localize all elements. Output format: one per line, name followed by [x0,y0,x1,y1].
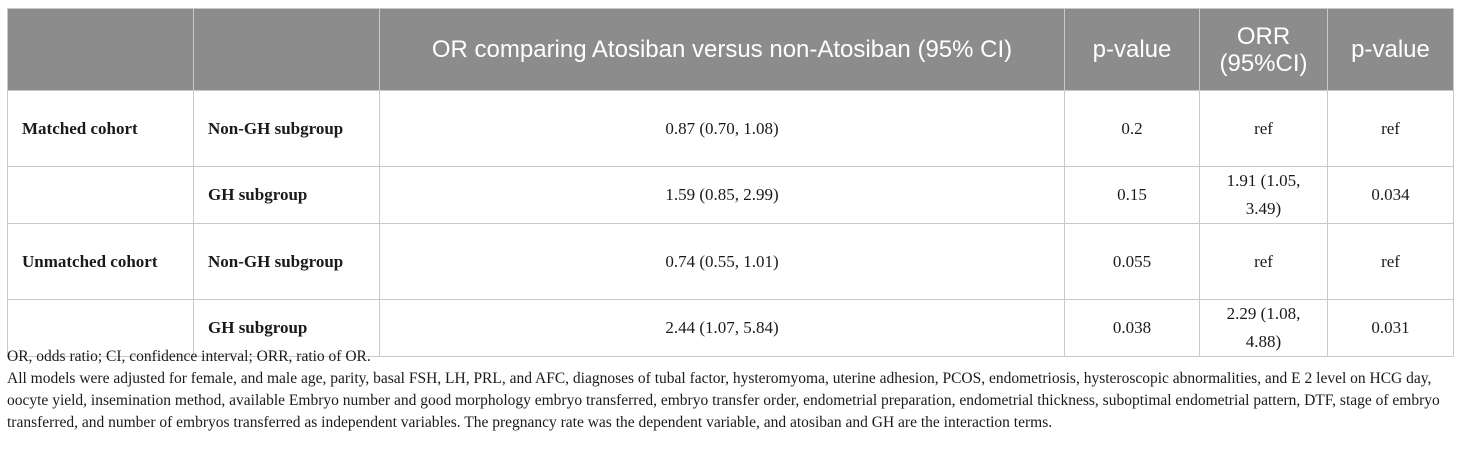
or-cell: 0.74 (0.55, 1.01) [379,223,1065,300]
orr-cell: ref [1199,90,1328,167]
p-value-cell: 0.055 [1064,223,1200,300]
header-subgroup [193,8,380,91]
results-table: OR comparing Atosiban versus non-Atosiba… [7,8,1454,357]
table-footnotes: OR, odds ratio; CI, confidence interval;… [7,346,1453,434]
p-value-cell: 0.034 [1327,166,1454,224]
p-value-cell: 0.2 [1064,90,1200,167]
p-value-cell: ref [1327,90,1454,167]
header-cohort [7,8,194,91]
table-row: Unmatched cohort Non-GH subgroup 0.74 (0… [7,223,1454,300]
p-value-cell: ref [1327,223,1454,300]
orr-cell: ref [1199,223,1328,300]
subgroup-cell: GH subgroup [193,166,380,224]
subgroup-cell: GH subgroup [193,299,380,357]
or-cell: 0.87 (0.70, 1.08) [379,90,1065,167]
header-row: OR comparing Atosiban versus non-Atosiba… [7,8,1454,91]
header-p-value-1: p-value [1064,8,1200,91]
abbreviations-note: OR, odds ratio; CI, confidence interval;… [7,348,371,365]
header-orr: ORR (95%CI) [1199,8,1328,91]
table-row: Matched cohort Non-GH subgroup 0.87 (0.7… [7,90,1454,167]
cohort-cell [7,299,194,357]
header-p-value-2: p-value [1327,8,1454,91]
p-value-cell: 0.038 [1064,299,1200,357]
or-cell: 1.59 (0.85, 2.99) [379,166,1065,224]
results-table-container: OR comparing Atosiban versus non-Atosiba… [7,8,1454,357]
orr-cell: 1.91 (1.05, 3.49) [1199,166,1328,224]
p-value-cell: 0.031 [1327,299,1454,357]
model-adjustment-note: All models were adjusted for female, and… [7,370,1440,431]
cohort-cell: Unmatched cohort [7,223,194,300]
table-row: GH subgroup 2.44 (1.07, 5.84) 0.038 2.29… [7,299,1454,357]
table-row: GH subgroup 1.59 (0.85, 2.99) 0.15 1.91 … [7,166,1454,224]
subgroup-cell: Non-GH subgroup [193,90,380,167]
p-value-cell: 0.15 [1064,166,1200,224]
or-cell: 2.44 (1.07, 5.84) [379,299,1065,357]
cohort-cell: Matched cohort [7,90,194,167]
cohort-cell [7,166,194,224]
header-or: OR comparing Atosiban versus non-Atosiba… [379,8,1065,91]
subgroup-cell: Non-GH subgroup [193,223,380,300]
